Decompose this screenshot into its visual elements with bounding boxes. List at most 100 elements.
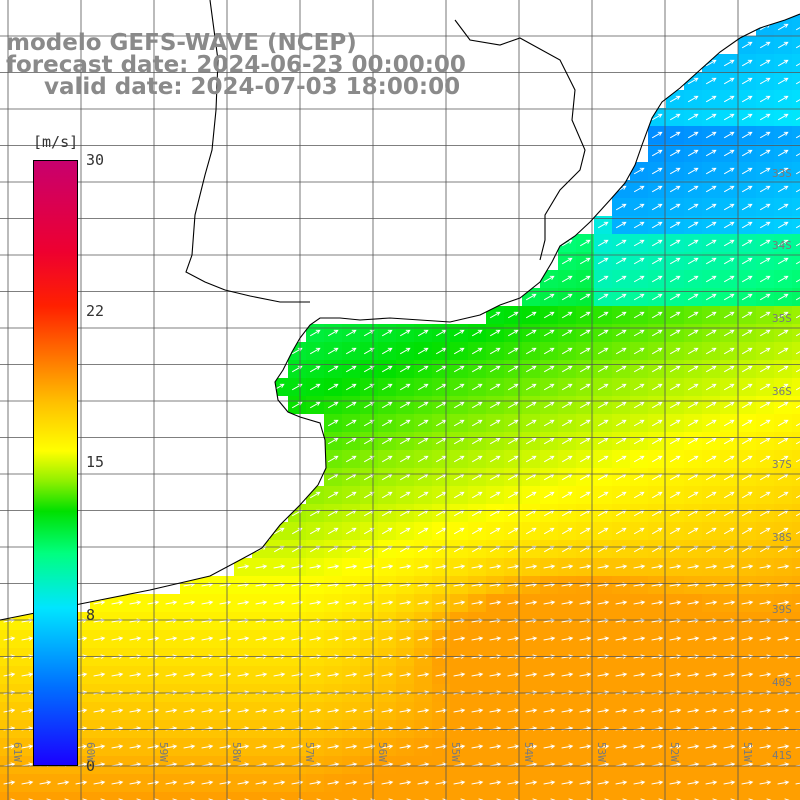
wind-speed-cell — [792, 90, 800, 108]
wind-speed-cell — [180, 792, 198, 800]
wind-arrow — [687, 203, 699, 211]
wind-arrow — [543, 311, 555, 319]
wind-arrow — [363, 383, 375, 391]
wind-arrow — [640, 798, 646, 800]
wind-arrow — [201, 708, 214, 713]
wind-arrow — [525, 419, 537, 427]
wind-speed-cell — [198, 792, 216, 800]
wind-arrow — [669, 185, 681, 193]
wind-arrow — [226, 798, 232, 800]
wind-arrow — [694, 798, 700, 800]
wind-arrow — [687, 564, 700, 569]
wind-arrow — [201, 636, 214, 641]
wind-arrow — [651, 600, 664, 605]
wind-arrow — [147, 744, 160, 749]
wind-arrow — [129, 708, 142, 713]
wind-arrow — [471, 491, 483, 499]
wind-arrow — [561, 527, 573, 535]
wind-arrow — [417, 401, 429, 409]
wind-arrow — [237, 636, 250, 641]
wind-arrow — [723, 185, 735, 193]
wind-arrow — [579, 636, 592, 641]
wind-arrow — [388, 798, 394, 800]
wind-arrow — [705, 672, 718, 677]
wind-arrow — [633, 347, 645, 355]
wind-arrow — [687, 95, 699, 103]
wind-arrow — [579, 293, 591, 301]
wind-arrow — [687, 780, 700, 785]
wind-arrow — [399, 419, 411, 427]
wind-arrow — [777, 636, 790, 641]
wind-arrow — [741, 491, 753, 499]
wind-arrow — [363, 419, 375, 427]
wind-arrow — [748, 798, 754, 800]
lat-label: 38S — [772, 531, 792, 544]
wind-arrow — [777, 167, 789, 175]
wind-arrow — [777, 275, 789, 283]
wind-arrow — [669, 600, 682, 605]
wind-arrow — [345, 491, 357, 499]
wind-arrow — [93, 636, 106, 641]
wind-arrow — [795, 441, 800, 445]
wind-arrow — [561, 293, 573, 301]
wind-arrow — [399, 383, 411, 391]
wind-arrow — [777, 23, 789, 31]
wind-arrow — [417, 437, 429, 445]
wind-speed-cell — [90, 792, 108, 800]
wind-arrow — [471, 401, 483, 409]
wind-arrow — [579, 527, 591, 535]
wind-arrow — [345, 455, 357, 463]
wind-arrow — [489, 455, 501, 463]
wind-arrow — [633, 419, 645, 427]
colorbar-tick-label: 22 — [86, 302, 105, 320]
wind-arrow — [705, 131, 717, 139]
wind-arrow — [237, 600, 250, 605]
wind-arrow — [723, 600, 736, 605]
wind-arrow — [669, 636, 682, 641]
wind-arrow — [579, 419, 591, 427]
wind-arrow — [597, 491, 609, 499]
wind-arrow — [489, 383, 501, 391]
wind-arrow — [489, 744, 502, 749]
wind-speed-cell — [324, 792, 342, 800]
wind-arrow — [651, 347, 663, 355]
wind-arrow — [759, 383, 771, 391]
wind-arrow — [777, 491, 789, 499]
wind-arrow — [111, 672, 124, 677]
wind-speed-cell — [792, 558, 800, 576]
wind-arrow — [777, 564, 790, 569]
wind-speed-cell — [504, 792, 522, 800]
wind-arrow — [219, 600, 232, 605]
wind-arrow — [3, 708, 16, 713]
wind-arrow — [705, 600, 718, 605]
wind-arrow — [478, 798, 484, 800]
wind-arrow — [165, 780, 178, 785]
wind-arrow — [777, 744, 790, 749]
wind-arrow — [723, 780, 736, 785]
wind-arrow — [651, 419, 663, 427]
wind-arrow — [471, 365, 483, 373]
wind-arrow — [615, 383, 627, 391]
wind-arrow — [687, 275, 699, 283]
wind-arrow — [489, 401, 501, 409]
wind-arrow — [471, 347, 483, 355]
wind-arrow — [633, 221, 645, 229]
wind-arrow — [3, 636, 16, 641]
wind-speed-cell — [378, 792, 396, 800]
wind-arrow — [633, 455, 645, 463]
wind-arrow — [111, 780, 124, 785]
wind-arrow — [273, 600, 286, 605]
wind-arrow — [615, 329, 627, 337]
wind-arrow — [723, 672, 736, 677]
wind-arrow — [777, 401, 789, 409]
wind-arrow — [424, 798, 430, 800]
wind-arrow — [759, 437, 771, 445]
wind-arrow — [111, 636, 124, 641]
wind-arrow — [597, 636, 610, 641]
wind-arrow — [741, 77, 753, 85]
wind-arrow — [759, 167, 771, 175]
wind-arrow — [651, 401, 663, 409]
wind-arrow — [795, 584, 800, 587]
wind-arrow — [514, 798, 520, 800]
wind-arrow — [165, 600, 178, 605]
